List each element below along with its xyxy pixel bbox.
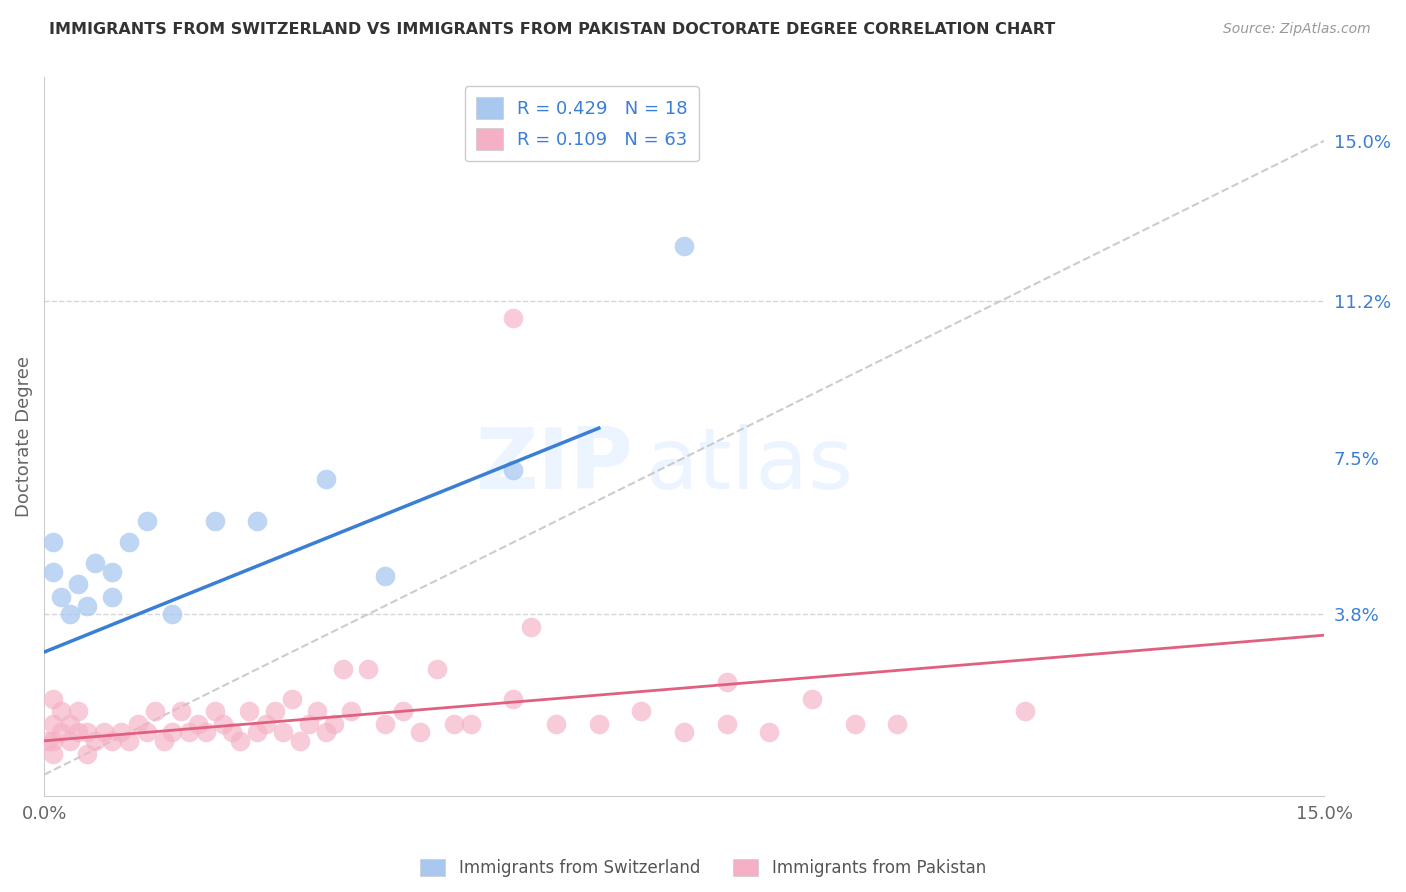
Point (41, 691, 63, 706)
Point (263, 704, 285, 718)
Point (135, 725, 157, 739)
Point (374, 569, 396, 583)
Point (67, 725, 90, 739)
Point (127, 717, 149, 731)
Point (844, 717, 866, 731)
Point (152, 734, 174, 748)
Point (546, 717, 568, 731)
Point (315, 725, 337, 739)
Text: ZIP: ZIP (475, 424, 633, 507)
Point (673, 239, 696, 253)
Point (716, 717, 738, 731)
Point (298, 717, 321, 731)
Point (93, 725, 115, 739)
Point (307, 704, 329, 718)
Point (204, 704, 226, 718)
Point (51, 725, 73, 739)
Point (426, 662, 449, 676)
Point (59, 607, 82, 621)
Point (221, 725, 243, 739)
Point (204, 514, 226, 528)
Point (169, 704, 191, 718)
Point (195, 725, 218, 739)
Point (1014, 704, 1036, 718)
Point (357, 662, 380, 676)
Point (76, 747, 98, 761)
Point (588, 717, 610, 731)
Point (101, 590, 124, 604)
Point (443, 717, 465, 731)
Point (179, 725, 201, 739)
Legend: R = 0.429   N = 18, R = 0.109   N = 63: R = 0.429 N = 18, R = 0.109 N = 63 (465, 87, 699, 161)
Point (187, 717, 209, 731)
Point (76, 599, 98, 613)
Point (51, 590, 73, 604)
Point (374, 717, 396, 731)
Point (41, 565, 63, 579)
Point (118, 535, 141, 549)
Point (886, 717, 908, 731)
Point (340, 704, 363, 718)
Point (84, 557, 107, 571)
Point (315, 472, 337, 486)
Point (460, 717, 482, 731)
Point (408, 725, 430, 739)
Point (51, 704, 73, 718)
Point (391, 704, 413, 718)
Point (673, 725, 696, 739)
Point (323, 717, 346, 731)
Point (246, 514, 269, 528)
Legend: Immigrants from Switzerland, Immigrants from Pakistan: Immigrants from Switzerland, Immigrants … (413, 852, 993, 884)
Text: IMMIGRANTS FROM SWITZERLAND VS IMMIGRANTS FROM PAKISTAN DOCTORATE DEGREE CORRELA: IMMIGRANTS FROM SWITZERLAND VS IMMIGRANT… (49, 22, 1056, 37)
Point (502, 311, 524, 326)
Point (110, 725, 132, 739)
Point (101, 565, 124, 579)
Point (502, 463, 524, 477)
Point (238, 704, 260, 718)
Point (41, 535, 63, 549)
Point (76, 725, 98, 739)
Point (254, 717, 277, 731)
Point (41, 717, 63, 731)
Point (288, 734, 311, 748)
Point (118, 734, 141, 748)
Point (59, 717, 82, 731)
Point (758, 725, 780, 739)
Point (716, 674, 738, 689)
Point (280, 691, 302, 706)
Point (37, 734, 59, 748)
Point (246, 725, 269, 739)
Point (67, 577, 90, 591)
Point (271, 725, 294, 739)
Point (229, 734, 252, 748)
Point (332, 662, 354, 676)
Point (160, 607, 183, 621)
Point (630, 704, 652, 718)
Point (101, 734, 124, 748)
Text: Source: ZipAtlas.com: Source: ZipAtlas.com (1223, 22, 1371, 37)
Point (41, 734, 63, 748)
Point (84, 734, 107, 748)
Point (212, 717, 235, 731)
Point (502, 691, 524, 706)
Text: atlas: atlas (645, 424, 853, 507)
Point (67, 704, 90, 718)
Point (41, 747, 63, 761)
Point (59, 734, 82, 748)
Y-axis label: Doctorate Degree: Doctorate Degree (15, 356, 32, 517)
Point (135, 514, 157, 528)
Point (143, 704, 166, 718)
Point (160, 725, 183, 739)
Point (801, 691, 824, 706)
Point (519, 620, 541, 634)
